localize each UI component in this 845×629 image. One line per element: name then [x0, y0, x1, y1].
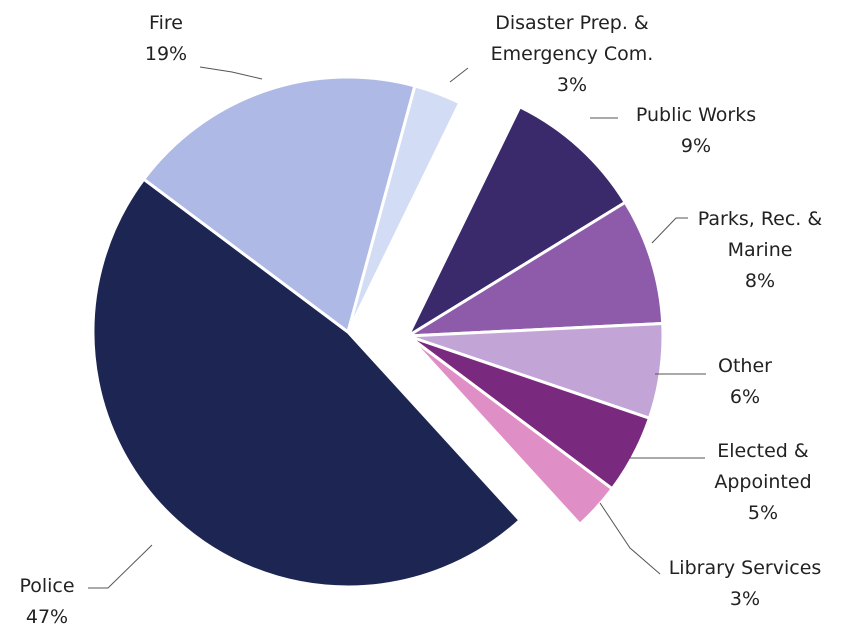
pie-slice-police — [91, 177, 523, 589]
slice-percent: 5% — [748, 502, 778, 524]
slice-label: Public Works 9% — [636, 104, 756, 157]
slice-labels: Public Works 9% Parks, Rec. & Marine 8% Other… — [19, 12, 822, 628]
slice-percent: 6% — [730, 386, 760, 408]
slice-label: Library Services 3% — [669, 557, 822, 610]
pie-slice-disaster-prep-emergency-com — [346, 84, 462, 333]
slice-name: Emergency Com. — [491, 43, 654, 65]
slice-name: Parks, Rec. & — [698, 208, 823, 230]
slice-percent: 19% — [145, 43, 187, 65]
slice-name: Fire — [149, 12, 183, 34]
slice-percent: 3% — [557, 74, 587, 96]
slice-name: Public Works — [636, 104, 756, 126]
leader-line — [449, 67, 469, 83]
slice-name: Marine — [728, 239, 793, 261]
slice-percent: 9% — [681, 135, 711, 157]
slice-label: Fire 19% — [145, 12, 187, 65]
pie-slice-parks-rec-marine — [407, 200, 665, 338]
leader-line — [88, 544, 153, 589]
slice-label: Disaster Prep. & Emergency Com. 3% — [491, 12, 654, 96]
slice-percent: 8% — [745, 270, 775, 292]
slice-label: Parks, Rec. & Marine 8% — [698, 208, 823, 292]
pie-slice-fire — [141, 75, 417, 335]
slice-percent: 47% — [26, 606, 68, 628]
leader-line — [651, 217, 688, 244]
leader-line — [599, 502, 661, 575]
slice-name: Disaster Prep. & — [495, 12, 649, 34]
slice-name: Other — [718, 355, 772, 377]
slice-percent: 3% — [730, 588, 760, 610]
slice-label: Elected & Appointed 5% — [714, 440, 811, 524]
slice-label: Police 47% — [19, 575, 74, 628]
pie-slice-library-services — [406, 334, 615, 527]
slice-label: Other 6% — [718, 355, 772, 408]
pie-slice-public-works — [404, 104, 628, 340]
slice-name: Library Services — [669, 557, 822, 579]
leader-line — [199, 66, 263, 80]
pie-slices — [91, 75, 665, 589]
slice-name: Police — [19, 575, 74, 597]
slice-name: Appointed — [714, 471, 811, 493]
slice-name: Elected & — [717, 440, 809, 462]
